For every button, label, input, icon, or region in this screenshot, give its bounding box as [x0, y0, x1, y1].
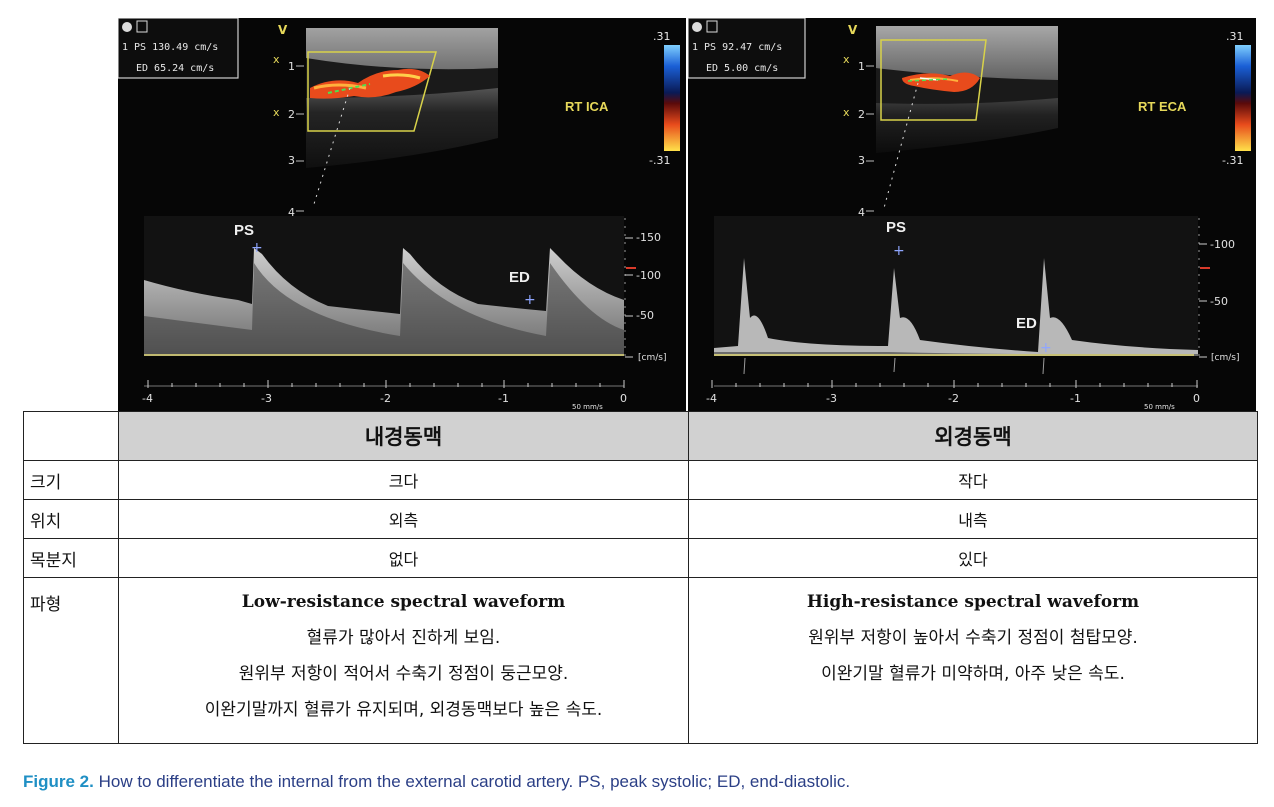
row-label-waveform: 파형 [23, 577, 119, 744]
ica-vel-tick: -100 [636, 269, 661, 282]
eca-time-tick: -3 [826, 392, 837, 405]
ed-marker-icon: + [1040, 340, 1052, 356]
svg-text:1: 1 [858, 60, 865, 73]
ica-ed-measurement: ED 65.24 cm/s [136, 63, 214, 74]
color-box-icon [880, 39, 987, 121]
svg-text:x: x [273, 53, 280, 66]
svg-text:x: x [843, 53, 850, 66]
ica-time-tick: -4 [142, 392, 153, 405]
ica-vel-unit: [cm/s] [638, 353, 666, 363]
comparison-table: 내경동맥 외경동맥 크기 크다 작다 위치 외측 내측 목분지 없다 있다 파형… [23, 411, 1258, 744]
ica-waveform-line: 혈류가 많아서 진하게 보임. [306, 628, 501, 648]
header-ica: 내경동맥 [118, 411, 689, 461]
row-label-size: 크기 [23, 460, 119, 500]
ica-ed-label: ED [509, 269, 530, 286]
eca-time-tick: 0 [1193, 392, 1200, 405]
eca-doppler-image: 1 PS 92.47 cm/s ED 5.00 cm/s V x 1 x 2 3… [688, 18, 1256, 411]
eca-vel-unit: [cm/s] [1211, 353, 1239, 363]
header-eca: 외경동맥 [688, 411, 1258, 461]
eca-time-tick: -4 [706, 392, 717, 405]
eca-waveform-line: 원위부 저항이 높아서 수축기 정점이 첨탑모양. [808, 628, 1138, 648]
figure-number: Figure 2. [23, 772, 94, 791]
eca-vessel-label: RT ECA [1138, 99, 1187, 114]
cell-ica-position: 외측 [118, 499, 689, 539]
table-row: 위치 외측 내측 [23, 499, 1258, 539]
svg-text:2: 2 [288, 108, 295, 121]
ica-waveform-title: Low-resistance spectral waveform [241, 592, 566, 612]
ica-vessel-label: RT ICA [565, 99, 609, 114]
svg-text:2: 2 [858, 108, 865, 121]
ica-waveform-line: 이완기말까지 혈류가 유지되며, 외경동맥보다 높은 속도. [204, 700, 603, 720]
eca-ps-measurement: 1 PS 92.47 cm/s [692, 42, 782, 53]
ica-time-tick: -1 [498, 392, 509, 405]
row-label-position: 위치 [23, 499, 119, 539]
svg-text:x: x [273, 106, 280, 119]
eca-waveform-title: High-resistance spectral waveform [806, 592, 1140, 612]
svg-text:4: 4 [858, 206, 865, 219]
eca-time-tick: -1 [1070, 392, 1081, 405]
color-box-icon [307, 51, 437, 132]
svg-text:3: 3 [858, 154, 865, 167]
eca-ps-label: PS [886, 219, 906, 236]
svg-text:x: x [843, 106, 850, 119]
cell-eca-size: 작다 [688, 460, 1258, 500]
svg-text:V: V [278, 23, 288, 37]
svg-text:3: 3 [288, 154, 295, 167]
table-row: 크기 크다 작다 [23, 460, 1258, 500]
table-row: 목분지 없다 있다 [23, 538, 1258, 578]
eca-ed-label: ED [1016, 315, 1037, 332]
eca-vel-tick: -100 [1210, 238, 1235, 251]
ica-time-tick: 0 [620, 392, 627, 405]
eca-ed-measurement: ED 5.00 cm/s [706, 63, 778, 74]
eca-scale-bottom: -.31 [1222, 154, 1243, 167]
cell-ica-neck-branch: 없다 [118, 538, 689, 578]
row-label-neck-branch: 목분지 [23, 538, 119, 578]
cell-eca-waveform: High-resistance spectral waveform 원위부 저항… [688, 577, 1258, 744]
ica-sweep: 50 mm/s [572, 403, 603, 411]
svg-text:4: 4 [288, 206, 295, 219]
table-corner-cell [23, 411, 119, 461]
eca-vel-tick: -50 [1210, 295, 1228, 308]
cell-eca-neck-branch: 있다 [688, 538, 1258, 578]
eca-sweep: 50 mm/s [1144, 403, 1175, 411]
caption-text: How to differentiate the internal from t… [93, 772, 851, 791]
cell-eca-position: 내측 [688, 499, 1258, 539]
svg-text:1: 1 [288, 60, 295, 73]
ica-time-tick: -2 [380, 392, 391, 405]
ed-marker-icon: + [524, 292, 536, 308]
svg-text:V: V [848, 23, 858, 37]
eca-scale-top: .31 [1226, 30, 1244, 43]
ica-ps-measurement: 1 PS 130.49 cm/s [122, 42, 218, 53]
ica-scale-top: .31 [653, 30, 671, 43]
ica-vel-tick: -150 [636, 231, 661, 244]
table-row: 파형 Low-resistance spectral waveform 혈류가 … [23, 577, 1258, 744]
ps-marker-icon: + [251, 240, 263, 256]
ica-ps-label: PS [234, 222, 254, 239]
ica-scale-bottom: -.31 [649, 154, 670, 167]
figure-caption: Figure 2. How to differentiate the inter… [23, 772, 850, 792]
eca-waveform-line: 이완기말 혈류가 미약하며, 아주 낮은 속도. [821, 664, 1125, 684]
cell-ica-size: 크다 [118, 460, 689, 500]
ica-time-tick: -3 [261, 392, 272, 405]
ica-waveform-line: 원위부 저항이 적어서 수축기 정점이 둥근모양. [238, 664, 569, 684]
ica-doppler-image: 1 PS 130.49 cm/s ED 65.24 cm/s V x 1 x 2… [118, 18, 686, 411]
eca-time-tick: -2 [948, 392, 959, 405]
table-header-row: 내경동맥 외경동맥 [23, 411, 1258, 461]
ica-vel-tick: -50 [636, 309, 654, 322]
cell-ica-waveform: Low-resistance spectral waveform 혈류가 많아서… [118, 577, 689, 744]
ps-marker-icon: + [893, 243, 905, 259]
